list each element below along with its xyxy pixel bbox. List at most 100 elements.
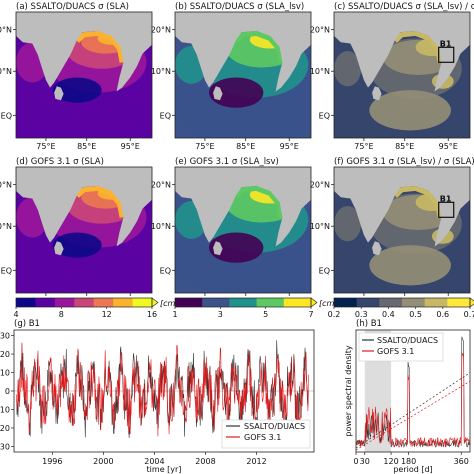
b1-label: B1 <box>440 194 452 203</box>
ocean-contour <box>209 232 264 263</box>
colorbar-tick-label: 5 <box>263 310 268 319</box>
colorbar-tick-label: 3 <box>218 310 223 319</box>
colorbar-tick-label: 7 <box>308 310 313 319</box>
colorbar-segment <box>202 298 230 307</box>
colorbar-tick-label: 0.5 <box>409 310 422 319</box>
colorbar-segment <box>379 298 403 307</box>
x-tick-label: 30 <box>360 457 370 466</box>
colorbar-segment <box>334 298 358 307</box>
lon-tick-label: 85°E <box>77 142 96 151</box>
map-field <box>175 167 311 293</box>
ocean-contour <box>209 77 264 108</box>
colorbar-tick-label: 0.6 <box>436 310 449 319</box>
colorbar-2: 1 3 5 7 [cm] <box>172 297 337 319</box>
colorbar-frame <box>15 297 153 308</box>
legend-label: GOFS 3.1 <box>244 433 281 442</box>
legend-label: SSALTO/DUACS <box>244 422 305 431</box>
sri-lanka <box>372 86 382 101</box>
x-tick-label: 120 <box>383 457 398 466</box>
lon-tick-label: 75°E <box>354 142 373 151</box>
colorbar-extend <box>151 297 159 308</box>
y-axis-label: power spectral density <box>344 345 353 437</box>
lat-tick-label: 10°N <box>310 67 330 76</box>
colorbars: 4 8 12 16[cm]1 3 5 7[cm]0.2 0.3 0.4 0.5 0.6 0.7 <box>13 297 474 319</box>
ocean-contour <box>334 206 362 242</box>
colorbar-segment <box>93 298 114 307</box>
y-tick-label: 20 <box>0 350 10 359</box>
land-mask <box>16 12 152 92</box>
colorbar-segment <box>447 298 471 307</box>
y-tick-label: 10 <box>0 369 10 378</box>
colorbar-unit: [cm] <box>160 299 178 308</box>
lat-tick-label: 10°N <box>151 222 171 231</box>
x-axis-label: period [d] <box>393 465 432 474</box>
lon-tick-label: 95°E <box>121 142 140 151</box>
colorbar-segment <box>132 298 153 307</box>
x-tick-label: 180 <box>401 457 416 466</box>
lat-tick-label: 20°N <box>151 26 171 35</box>
lat-tick-label: 20°N <box>0 181 12 190</box>
coastal-band <box>75 30 125 63</box>
lat-tick-label: EQ <box>319 111 330 120</box>
colorbar-tick-label: 16 <box>147 310 157 319</box>
land-mask <box>175 167 311 247</box>
lat-tick-label: 10°N <box>310 222 330 231</box>
y-tick-label: 30 <box>0 332 10 341</box>
sri-lanka <box>372 241 382 256</box>
colorbar-tick-label: 0.7 <box>464 310 474 319</box>
lon-tick-label: 75°E <box>195 142 214 151</box>
timeseries-panel-g: (g) B1 -30 -20 -10 0 10 20 30 1996 2000 2004 2008 20… <box>0 319 315 474</box>
colorbar-tick-label: 4 <box>13 310 18 319</box>
colorbar-tick-label: 8 <box>59 310 64 319</box>
x-tick-label: 360 <box>454 457 469 466</box>
lat-tick-label: EQ <box>319 266 330 275</box>
panel-title: (b) SSALTO/DUACS σ (SLA_lsv) <box>175 2 304 12</box>
lat-tick-label: 20°N <box>310 26 330 35</box>
panel-title: (d) GOFS 3.1 σ (SLA) <box>16 157 104 167</box>
colorbar-segment <box>424 298 448 307</box>
map-frame <box>333 11 471 139</box>
colorbar-segment <box>113 298 134 307</box>
ocean-contour <box>369 90 451 131</box>
sri-lanka <box>213 86 223 101</box>
legend-label: GOFS 3.1 <box>377 347 414 356</box>
colorbar-tick-label: 1 <box>172 310 177 319</box>
map-panel-2: 20°N 10°N EQ 75°E 85°E 95°E (b) SSALTO/DUACS σ… <box>151 2 312 151</box>
coastal-band <box>234 185 284 218</box>
lon-tick-label: 85°E <box>236 142 255 151</box>
land-mask <box>16 167 152 247</box>
chart-title: (h) B1 <box>356 319 382 329</box>
map-frame <box>174 11 312 139</box>
b1-box <box>438 201 455 218</box>
legend-box <box>221 419 311 449</box>
b1-label: B1 <box>440 39 452 48</box>
colorbar-segment <box>256 298 285 307</box>
colorbar-segment <box>175 298 203 307</box>
colorbar-segment <box>54 298 75 307</box>
colorbar-unit: [cm] <box>319 299 337 308</box>
map-panel-1: 20°N 10°N EQ 75°E 85°E 95°E (a) SSALTO/DUACS σ… <box>0 2 153 151</box>
map-panel-3: 20°N 10°N EQ 75°E 85°E 95°E (c) SSALTO/DUACS σ… <box>310 2 474 151</box>
colorbar-segment <box>229 298 258 307</box>
lat-tick-label: EQ <box>160 266 171 275</box>
y-tick-label: 0 <box>5 387 10 396</box>
map-panels: 20°N 10°N EQ 75°E 85°E 95°E (a) SSALTO/DUACS σ… <box>0 2 474 306</box>
spectrum-ssalto-duacs <box>356 336 470 449</box>
colorbar-segment <box>283 298 312 307</box>
plot-frame <box>355 329 471 453</box>
coastal-band <box>234 30 284 63</box>
ocean-contour <box>334 51 362 87</box>
panel-title: (a) SSALTO/DUACS σ (SLA) <box>16 2 129 12</box>
map-field <box>16 12 152 138</box>
panel-title: (c) SSALTO/DUACS σ (SLA_lsv) / σ (SLA) <box>334 2 474 12</box>
x-axis-label: time [yr] <box>147 465 182 474</box>
coastal-band <box>393 30 443 63</box>
legend-box <box>358 332 444 362</box>
legend-label: SSALTO/DUACS <box>377 336 438 345</box>
map-field <box>175 12 311 138</box>
x-tick-label: 2008 <box>195 457 215 466</box>
lat-tick-label: 20°N <box>0 26 12 35</box>
map-frame <box>15 11 153 139</box>
lon-tick-label: 85°E <box>395 142 414 151</box>
colorbar-segment <box>402 298 426 307</box>
